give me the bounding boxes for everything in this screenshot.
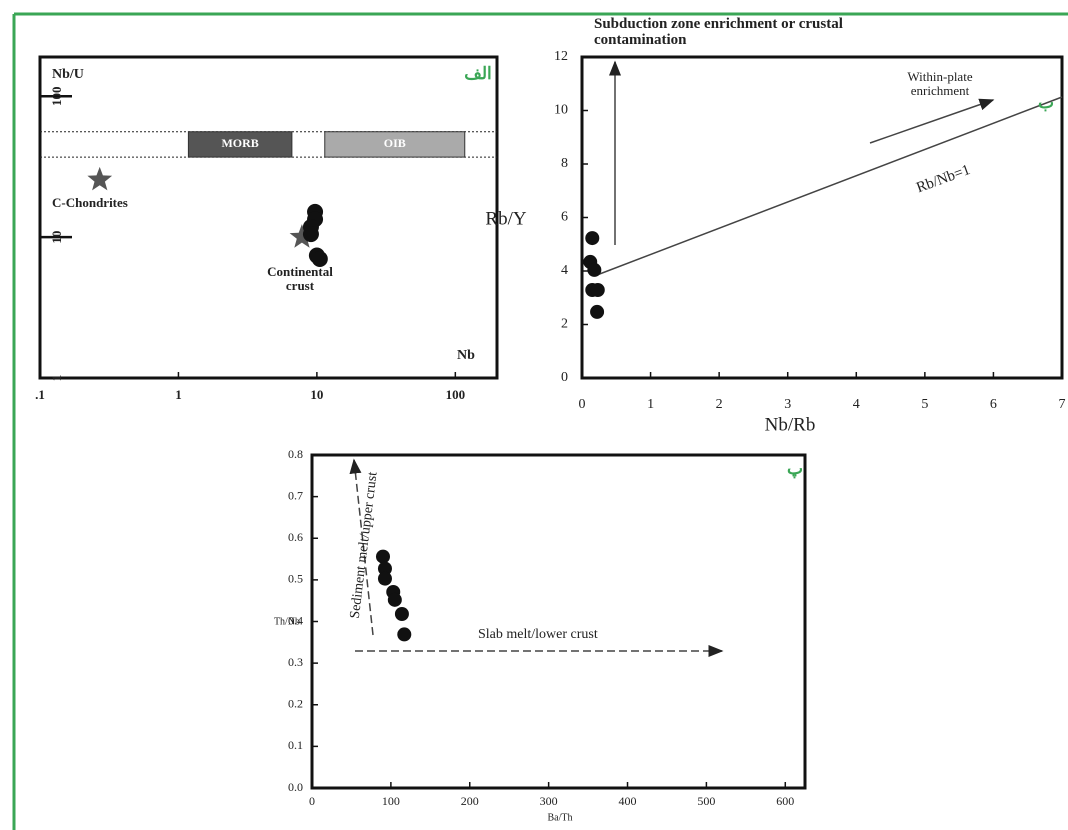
- annotation: Slab melt/lower crust: [478, 627, 598, 642]
- x-tick-label: 6: [990, 397, 997, 412]
- y-tick-label: 1: [49, 375, 64, 382]
- y-tick-label: 12: [554, 49, 568, 64]
- x-axis-label: Nb: [457, 348, 475, 363]
- x-tick-label: 0: [579, 397, 586, 412]
- y-tick-label: 100: [49, 87, 64, 107]
- point: [311, 250, 328, 267]
- reference-line: [596, 96, 1063, 276]
- x-tick-label: 1: [647, 397, 654, 412]
- x-tick-label: 300: [540, 794, 558, 808]
- panel-tag: پ: [787, 459, 803, 479]
- y-tick-label: 0.1: [288, 738, 303, 752]
- arrow: [869, 98, 995, 144]
- x-tick-label: 3: [784, 397, 791, 412]
- y-tick-label: 0.3: [288, 655, 303, 669]
- y-tick-label: 4: [561, 263, 568, 278]
- plot-frame: [38, 55, 499, 380]
- y-tick-label: 0.5: [288, 572, 303, 586]
- point: [377, 571, 392, 586]
- x-tick-label: 0: [309, 794, 315, 808]
- point: [590, 304, 605, 319]
- y-axis-label: Rb/Y: [485, 208, 526, 229]
- x-tick-label: 400: [619, 794, 637, 808]
- y-axis-label: Nb/U: [52, 67, 84, 82]
- x-tick-label: 500: [697, 794, 715, 808]
- x-axis-label: Nb/Rb: [765, 414, 816, 435]
- point: [585, 231, 600, 246]
- y-tick-label: 0.7: [288, 488, 303, 502]
- region-label: OIB: [384, 136, 406, 150]
- panel-tag: الف: [464, 64, 492, 83]
- x-tick-label: 100: [446, 387, 466, 402]
- y-tick-label: 2: [561, 317, 568, 332]
- x-tick-label: 7: [1059, 397, 1066, 412]
- x-tick-label: 4: [853, 397, 860, 412]
- x-tick-label: 5: [921, 397, 928, 412]
- point: [377, 561, 392, 576]
- y-tick-label: 0.6: [288, 530, 303, 544]
- arrow: [349, 458, 374, 636]
- x-tick-label: 2: [716, 397, 723, 412]
- point: [387, 592, 402, 607]
- y-tick-label: 6: [561, 210, 568, 225]
- y-tick-label: 0.0: [288, 780, 303, 794]
- annotation: Subduction zone enrichment or crustal co…: [594, 16, 843, 48]
- point: [587, 262, 602, 277]
- region: [187, 131, 293, 158]
- y-axis-label: Th/Nb: [274, 616, 300, 627]
- x-tick-label: 200: [461, 794, 479, 808]
- point: [397, 627, 412, 642]
- y-tick-label: 0: [561, 370, 568, 385]
- x-tick-label: 10: [310, 387, 323, 402]
- plot-frame: [580, 55, 1064, 380]
- star-point: [289, 224, 315, 248]
- region-label: MORB: [221, 136, 258, 150]
- y-tick-label: 8: [561, 156, 568, 171]
- region: [324, 131, 466, 158]
- y-tick-label: 0.2: [288, 697, 303, 711]
- annotation: Within-plate enrichment: [907, 69, 973, 98]
- x-axis-label: Ba/Th: [548, 812, 573, 823]
- x-tick-label: 1: [175, 387, 182, 402]
- plot-frame: [310, 453, 807, 790]
- point: [394, 607, 409, 622]
- point: [302, 226, 319, 243]
- x-tick-label: 600: [776, 794, 794, 808]
- y-tick-label: 0.8: [288, 447, 303, 461]
- panel-tag: ب: [1038, 93, 1054, 112]
- star-point: [87, 166, 113, 191]
- y-tick-label: 10: [49, 231, 64, 244]
- series-label: C-Chondrites: [52, 195, 128, 210]
- y-tick-label: 0.4: [288, 613, 303, 627]
- point: [590, 282, 605, 297]
- point: [375, 549, 390, 564]
- x-tick-label: 100: [382, 794, 400, 808]
- x-tick-label: .1: [35, 387, 45, 402]
- y-tick-label: 10: [554, 103, 568, 118]
- series-label: Continental crust: [267, 264, 333, 293]
